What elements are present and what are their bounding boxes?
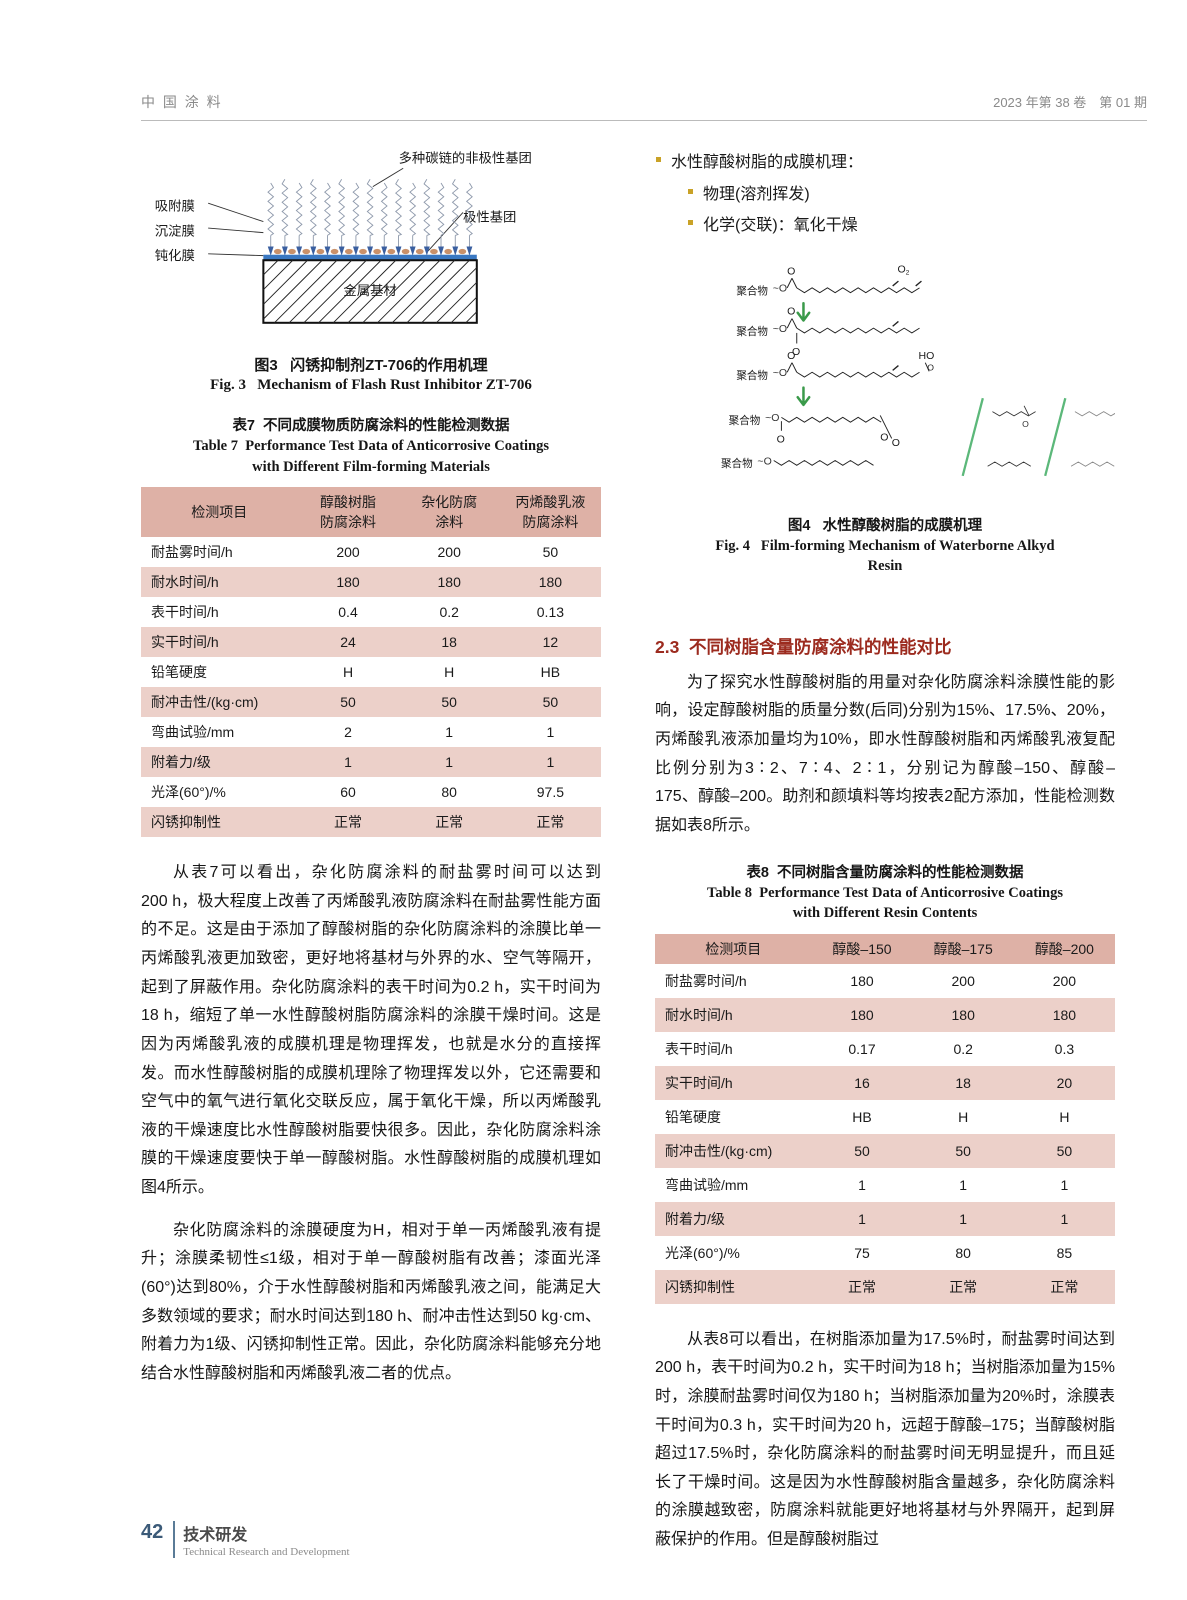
svg-text:O: O (1022, 419, 1029, 429)
svg-text:HO: HO (919, 350, 935, 362)
svg-text:~O: ~O (773, 283, 787, 295)
svg-text:~O: ~O (765, 412, 779, 424)
svg-text:O: O (892, 437, 900, 449)
svg-text:沉淀膜: 沉淀膜 (155, 223, 195, 238)
svg-text:~O: ~O (773, 367, 787, 379)
svg-text:金属基材: 金属基材 (343, 283, 396, 298)
svg-text:O: O (880, 432, 888, 444)
svg-text:O: O (927, 363, 934, 373)
svg-text:聚合物: 聚合物 (721, 457, 753, 470)
svg-text:极性基团: 极性基团 (463, 210, 516, 225)
svg-text:O: O (777, 433, 785, 445)
svg-text:~O: ~O (757, 456, 771, 468)
svg-text:聚合物: 聚合物 (736, 369, 768, 382)
svg-text:钝化膜: 钝化膜 (155, 248, 195, 263)
svg-text:聚合物: 聚合物 (736, 285, 768, 298)
svg-text:O: O (787, 266, 795, 278)
svg-text:聚合物: 聚合物 (736, 325, 768, 338)
svg-text:吸附膜: 吸附膜 (155, 199, 195, 214)
svg-text:~O: ~O (773, 323, 787, 335)
svg-text:O: O (787, 306, 795, 318)
svg-text:O2: O2 (897, 264, 909, 277)
svg-text:多种碳链的非极性基团: 多种碳链的非极性基团 (399, 150, 532, 166)
svg-text:聚合物: 聚合物 (729, 414, 761, 427)
svg-text:O: O (787, 350, 795, 362)
